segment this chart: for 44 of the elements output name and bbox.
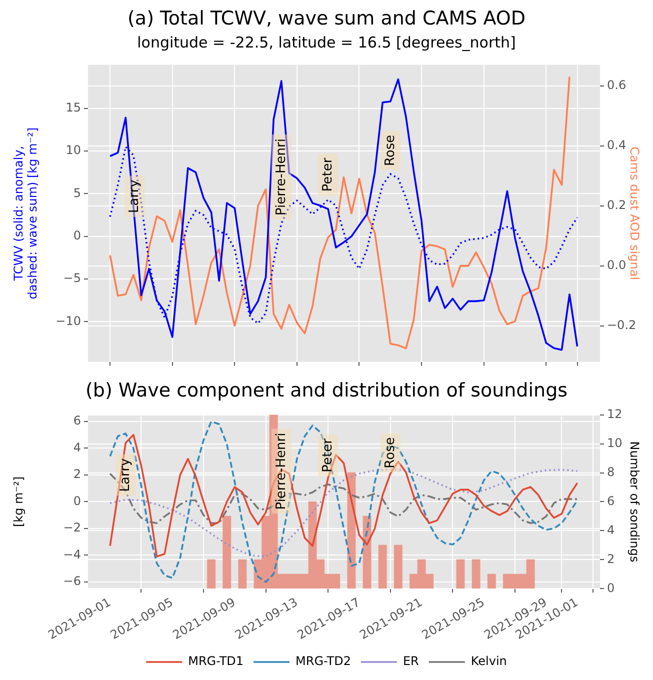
y2-axis-title: Number of sondings bbox=[628, 441, 642, 562]
y2-tick-label: 0.0 bbox=[607, 258, 626, 272]
annotation: Larry bbox=[118, 458, 134, 492]
chart-title: (b) Wave component and distribution of soundings bbox=[85, 379, 568, 402]
y-tick-label: 4 bbox=[73, 440, 81, 454]
chart-subtitle: longitude = -22.5, latitude = 16.5 [degrees_north] bbox=[137, 34, 516, 52]
y-tick-label: 0 bbox=[73, 494, 81, 508]
y-tick-label: 15 bbox=[66, 100, 81, 114]
annotation: Pierre-Henri bbox=[274, 432, 289, 510]
y-tick-label: −4 bbox=[63, 547, 81, 562]
legend-label: Kelvin bbox=[470, 654, 507, 668]
y-tick-label: 6 bbox=[73, 414, 81, 428]
annotation: Larry bbox=[127, 179, 142, 213]
annotation: Peter bbox=[320, 157, 336, 192]
y2-tick-label: 0.4 bbox=[607, 138, 626, 152]
y2-tick-label: 0.6 bbox=[607, 78, 626, 92]
y-axis-title: [kg m⁻²] bbox=[11, 476, 26, 528]
legend-label: ER bbox=[402, 654, 419, 668]
y-axis-title: TCWV (solid: anomaly, dashed: wave sum) [kg m⁻²] bbox=[11, 127, 40, 300]
y2-tick-label: 6 bbox=[607, 494, 615, 508]
annotation: Rose bbox=[382, 134, 398, 166]
y2-tick-label: 10 bbox=[607, 436, 622, 450]
annotation: Rose bbox=[382, 437, 398, 468]
y-tick-label: −5 bbox=[63, 271, 81, 286]
y-tick-label: 5 bbox=[73, 186, 81, 200]
chart-title: (a) Total TCWV, wave sum and CAMS AOD bbox=[128, 7, 526, 30]
legend-label: MRG-TD2 bbox=[296, 654, 351, 668]
y-tick-label: 2 bbox=[73, 467, 81, 482]
annotation: Pierre-Henri bbox=[274, 138, 289, 216]
y2-tick-label: 8 bbox=[607, 464, 615, 479]
annotation: Peter bbox=[320, 438, 336, 472]
legend-label: MRG-TD1 bbox=[188, 654, 244, 668]
y2-tick-label: −0.2 bbox=[607, 318, 636, 332]
y2-tick-label: 2 bbox=[607, 552, 615, 566]
y-tick-label: −2 bbox=[63, 520, 81, 535]
y-tick-label: −10 bbox=[56, 314, 81, 328]
y2-tick-label: 0 bbox=[607, 580, 615, 595]
y2-tick-label: 4 bbox=[607, 522, 615, 537]
y2-tick-label: 12 bbox=[607, 406, 622, 421]
y2-tick-label: 0.2 bbox=[607, 198, 626, 212]
y-tick-label: 0 bbox=[73, 228, 81, 242]
y2-axis-title: Cams dust AOD signal bbox=[628, 146, 642, 280]
y-tick-label: 10 bbox=[66, 143, 81, 158]
y-tick-label: −6 bbox=[63, 574, 81, 588]
